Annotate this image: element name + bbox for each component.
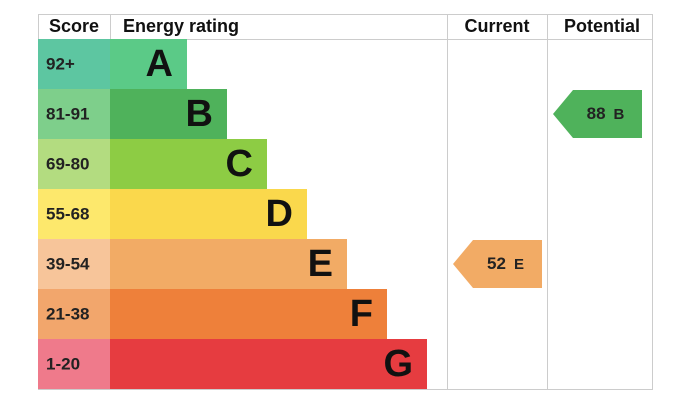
- potential-arrow: [553, 90, 642, 138]
- score-label: 55-68: [46, 204, 89, 223]
- score-cell: [38, 189, 110, 239]
- potential-value: 88: [587, 104, 606, 123]
- score-label: 39-54: [46, 254, 90, 273]
- potential-letter: B: [614, 106, 625, 123]
- current-value: 52: [487, 254, 506, 273]
- score-label: 21-38: [46, 304, 89, 323]
- rating-bar: [110, 39, 187, 89]
- rating-letter: A: [146, 43, 173, 85]
- rating-bar: [110, 339, 427, 389]
- score-cell: [38, 289, 110, 339]
- rating-bar: [110, 289, 387, 339]
- current-arrow: [453, 240, 542, 288]
- rating-letter: D: [266, 193, 293, 235]
- rating-letter: E: [308, 243, 333, 285]
- current-label: 52 E: [487, 254, 524, 273]
- score-cell: [38, 139, 110, 189]
- rating-bar: [110, 239, 347, 289]
- score-cell: [38, 89, 110, 139]
- score-cell: [38, 339, 110, 389]
- header-score: Score: [49, 16, 99, 36]
- header-potential: Potential: [564, 16, 640, 36]
- current-letter: E: [514, 256, 524, 273]
- potential-label: 88 B: [587, 104, 625, 123]
- rating-letter: F: [350, 293, 373, 335]
- rating-letter: B: [186, 93, 213, 135]
- score-cell: [38, 39, 110, 89]
- score-label: 81-91: [46, 104, 89, 123]
- score-label: 92+: [46, 54, 75, 73]
- rating-letter: C: [226, 143, 253, 185]
- rating-letter: G: [383, 343, 413, 385]
- score-label: 69-80: [46, 154, 89, 173]
- header-rating: Energy rating: [123, 16, 239, 36]
- score-label: 1-20: [46, 354, 80, 373]
- rating-bar: [110, 89, 227, 139]
- score-cell: [38, 239, 110, 289]
- rating-bar: [110, 139, 267, 189]
- header-current: Current: [464, 16, 529, 36]
- rating-bar: [110, 189, 307, 239]
